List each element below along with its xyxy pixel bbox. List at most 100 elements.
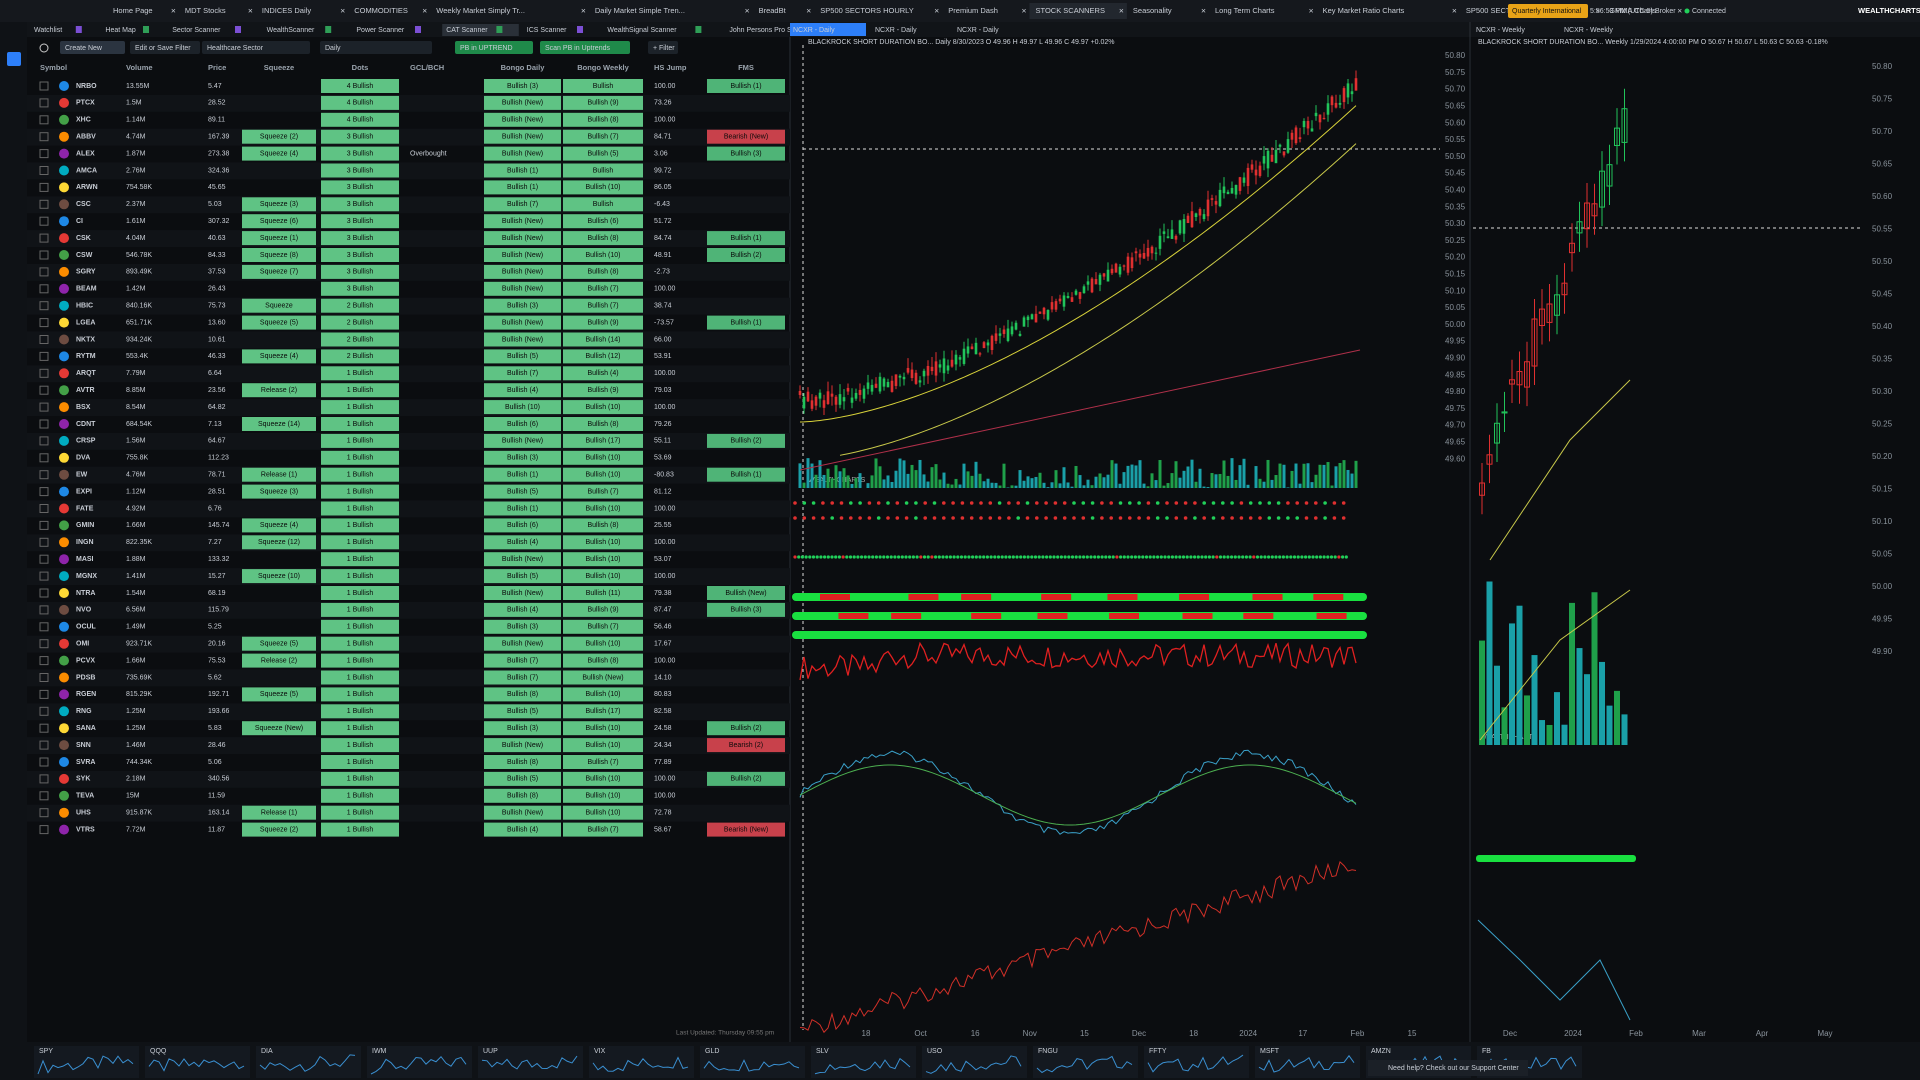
row-checkbox[interactable]	[39, 385, 49, 395]
chart-tab[interactable]: NCXR - Daily	[875, 27, 917, 34]
settings[interactable]	[39, 43, 49, 53]
symbol[interactable]: NTRA	[76, 590, 95, 597]
column-header[interactable]: Price	[208, 63, 226, 72]
ticker-card[interactable]	[1033, 1046, 1138, 1078]
symbol[interactable]: PTCX	[76, 100, 95, 107]
symbol[interactable]: ABBV	[76, 134, 96, 141]
row-checkbox[interactable]	[39, 149, 49, 159]
symbol[interactable]: PCVX	[76, 657, 95, 664]
top-tab[interactable]: COMMODITIES	[354, 6, 408, 15]
row-checkbox[interactable]	[39, 335, 49, 344]
filter-label[interactable]: Edit or Save Filter	[135, 45, 191, 52]
symbol[interactable]: CSW	[76, 252, 93, 259]
row-checkbox[interactable]	[39, 233, 49, 243]
row-checkbox[interactable]	[39, 132, 49, 142]
row-checkbox[interactable]	[39, 537, 49, 547]
column-header[interactable]: Symbol	[40, 63, 67, 72]
top-tab[interactable]: Seasonality	[1133, 6, 1172, 15]
row-checkbox[interactable]	[39, 706, 49, 716]
symbol[interactable]: VTRS	[76, 826, 95, 833]
row-checkbox[interactable]	[39, 368, 49, 378]
symbol[interactable]: CRSP	[76, 438, 96, 445]
symbol[interactable]: CI	[76, 218, 83, 225]
filter-label[interactable]: PB in UPTREND	[460, 45, 513, 52]
symbol[interactable]: NKTX	[76, 336, 95, 343]
symbol[interactable]: MGNX	[76, 573, 97, 580]
sidebar-add[interactable]	[7, 52, 21, 66]
row-checkbox[interactable]	[39, 791, 49, 801]
row-checkbox[interactable]	[39, 351, 49, 361]
ticker-symbol[interactable]: SPY	[39, 1048, 53, 1055]
row-checkbox[interactable]	[39, 639, 49, 649]
row-checkbox[interactable]	[39, 199, 49, 209]
symbol[interactable]: EXPI	[76, 488, 92, 495]
symbol[interactable]: SGRY	[76, 269, 96, 276]
symbol[interactable]: FATE	[76, 505, 94, 512]
symbol[interactable]: GMIN	[76, 522, 94, 529]
symbol[interactable]: UHS	[76, 810, 91, 817]
column-header[interactable]: FMS	[738, 63, 754, 72]
ticker-symbol[interactable]: FNGU	[1038, 1048, 1058, 1055]
column-header[interactable]: Squeeze	[264, 63, 294, 72]
symbol[interactable]: OMI	[76, 641, 89, 648]
row-checkbox[interactable]	[39, 571, 49, 581]
ticker-symbol[interactable]: IWM	[372, 1048, 387, 1055]
top-tab[interactable]: Weekly Market Simply Tr...	[436, 6, 525, 15]
symbol[interactable]: RNG	[76, 708, 92, 715]
ticker-symbol[interactable]: GLD	[705, 1048, 719, 1055]
badge-text[interactable]: Quarterly International	[1512, 8, 1582, 15]
row-checkbox[interactable]	[39, 723, 49, 733]
row-checkbox[interactable]	[39, 115, 49, 125]
symbol[interactable]: BEAM	[76, 286, 97, 293]
scanner-tab[interactable]: Power Scanner	[356, 27, 405, 34]
symbol[interactable]: ARQT	[76, 370, 97, 377]
row-checkbox[interactable]	[39, 318, 49, 328]
row-checkbox[interactable]	[39, 436, 49, 446]
top-tab[interactable]: Daily Market Simple Tren...	[595, 6, 685, 15]
filter-button[interactable]	[130, 41, 200, 54]
symbol[interactable]: EW	[76, 472, 88, 479]
filter-label[interactable]: Daily	[325, 45, 341, 52]
symbol[interactable]: LGEA	[76, 319, 95, 326]
symbol[interactable]: CSK	[76, 235, 91, 242]
filter-button[interactable]	[202, 41, 310, 54]
ticker-card[interactable]	[922, 1046, 1027, 1078]
row-checkbox[interactable]	[39, 808, 49, 818]
column-header[interactable]: HS Jump	[654, 63, 687, 72]
row-checkbox[interactable]	[39, 216, 49, 226]
top-tab[interactable]: Long Term Charts	[1215, 6, 1275, 15]
row-checkbox[interactable]	[39, 774, 49, 784]
support-text[interactable]: Need help? Check out our Support Center	[1388, 1065, 1519, 1072]
symbol[interactable]: SNN	[76, 742, 91, 749]
symbol[interactable]: ALEX	[76, 150, 95, 157]
symbol[interactable]: ARWN	[76, 184, 98, 191]
row-checkbox[interactable]	[39, 402, 49, 412]
row-checkbox[interactable]	[39, 487, 49, 497]
support-toast[interactable]	[1368, 1060, 1528, 1076]
symbol[interactable]: RYTM	[76, 353, 96, 360]
symbol[interactable]: OCUL	[76, 624, 97, 631]
ticker-symbol[interactable]: SLV	[816, 1048, 829, 1055]
top-tab[interactable]: INDICES Daily	[262, 6, 311, 15]
symbol[interactable]: AVTR	[76, 387, 95, 394]
column-header[interactable]: Dots	[352, 63, 369, 72]
ticker-symbol[interactable]: UUP	[483, 1048, 498, 1055]
chart-tab[interactable]: NCXR - Daily	[793, 27, 835, 34]
column-header[interactable]: Bongo Weekly	[577, 63, 629, 72]
ticker-card[interactable]	[145, 1046, 250, 1078]
symbol[interactable]: CDNT	[76, 421, 96, 428]
row-checkbox[interactable]	[39, 504, 49, 513]
symbol[interactable]: HBIC	[76, 303, 93, 310]
top-tab[interactable]: SP500 SECTORS HOURLY	[820, 6, 914, 15]
symbol[interactable]: MASI	[76, 556, 94, 563]
top-tab[interactable]: MDT Stocks	[185, 6, 226, 15]
row-checkbox[interactable]	[39, 182, 49, 192]
scanner-tab[interactable]: John Persons Pro Scanner	[729, 27, 813, 34]
chart-tab[interactable]: NCXR - Weekly	[1564, 27, 1613, 34]
row-checkbox[interactable]	[39, 757, 49, 767]
column-header[interactable]: Volume	[126, 63, 153, 72]
ticker-card[interactable]	[589, 1046, 694, 1078]
row-checkbox[interactable]	[39, 588, 49, 598]
row-checkbox[interactable]	[39, 656, 49, 666]
row-checkbox[interactable]	[39, 419, 49, 429]
